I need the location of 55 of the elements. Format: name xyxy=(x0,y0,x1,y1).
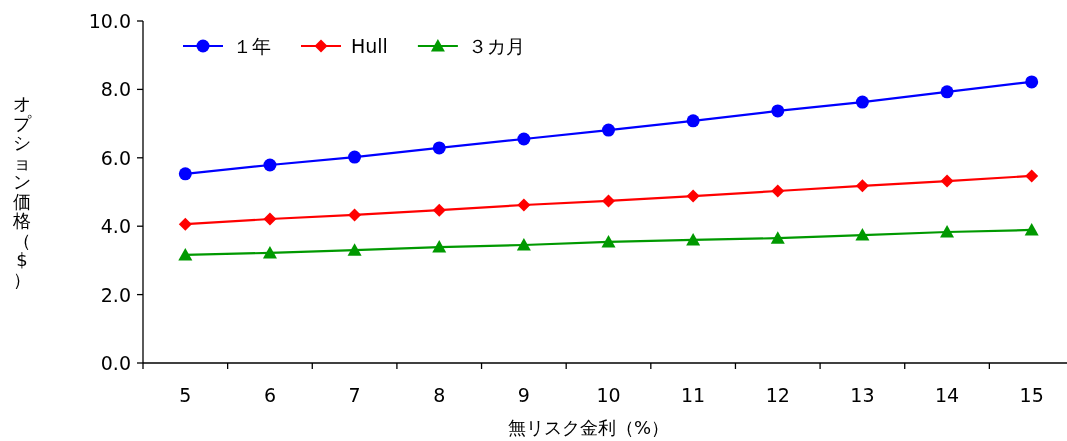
x-tick-label: 7 xyxy=(348,384,361,406)
point xyxy=(1025,169,1039,183)
point xyxy=(855,179,869,193)
x-tick-label: 15 xyxy=(1019,384,1044,406)
point xyxy=(263,212,277,226)
point xyxy=(940,174,954,188)
point xyxy=(1025,75,1039,89)
point xyxy=(348,150,362,164)
y-tick-label: 8.0 xyxy=(100,78,131,101)
x-tick-label: 11 xyxy=(681,384,706,406)
point xyxy=(432,240,447,253)
text: オプション価格（$） xyxy=(13,93,31,290)
point xyxy=(263,158,277,172)
point xyxy=(686,189,700,203)
y-tick-label: 2.0 xyxy=(100,283,131,306)
x-tick-label: 13 xyxy=(850,384,875,406)
x-tick-label: 8 xyxy=(433,384,446,406)
point xyxy=(940,225,955,238)
x-tick-label: 14 xyxy=(934,384,960,406)
point xyxy=(262,245,277,259)
point xyxy=(686,232,701,246)
point xyxy=(178,217,192,231)
x-tick-label: 6 xyxy=(263,384,276,406)
point xyxy=(517,132,531,146)
point xyxy=(771,184,785,198)
y-tick-label: 6.0 xyxy=(100,146,131,169)
point xyxy=(347,243,362,256)
point xyxy=(1024,222,1039,236)
legend-label: ３カ月 xyxy=(467,35,525,57)
point xyxy=(602,123,615,137)
legend-label: Hull xyxy=(351,35,388,57)
point xyxy=(601,234,616,248)
point xyxy=(855,95,869,109)
point xyxy=(516,238,531,251)
y-tick-label: 10.0 xyxy=(88,10,131,32)
y-tick-label: 4.0 xyxy=(100,215,131,238)
point xyxy=(855,228,870,241)
x-tick-label: 9 xyxy=(517,384,530,406)
point xyxy=(940,85,954,99)
x-tick-label: 5 xyxy=(179,384,192,406)
point xyxy=(771,104,785,118)
x-tick-label: 10 xyxy=(596,384,621,406)
point xyxy=(432,203,446,217)
point xyxy=(770,231,785,244)
y-tick-label: 0.0 xyxy=(100,352,131,374)
x-axis-title: 無リスク金利（%） xyxy=(507,417,670,438)
point xyxy=(178,247,193,261)
point xyxy=(432,141,446,155)
legend-label: １年 xyxy=(233,35,271,57)
point xyxy=(686,114,700,128)
point xyxy=(602,194,615,208)
point xyxy=(348,208,362,222)
x-tick-label: 12 xyxy=(765,384,790,406)
point xyxy=(517,198,531,212)
point xyxy=(178,167,192,181)
